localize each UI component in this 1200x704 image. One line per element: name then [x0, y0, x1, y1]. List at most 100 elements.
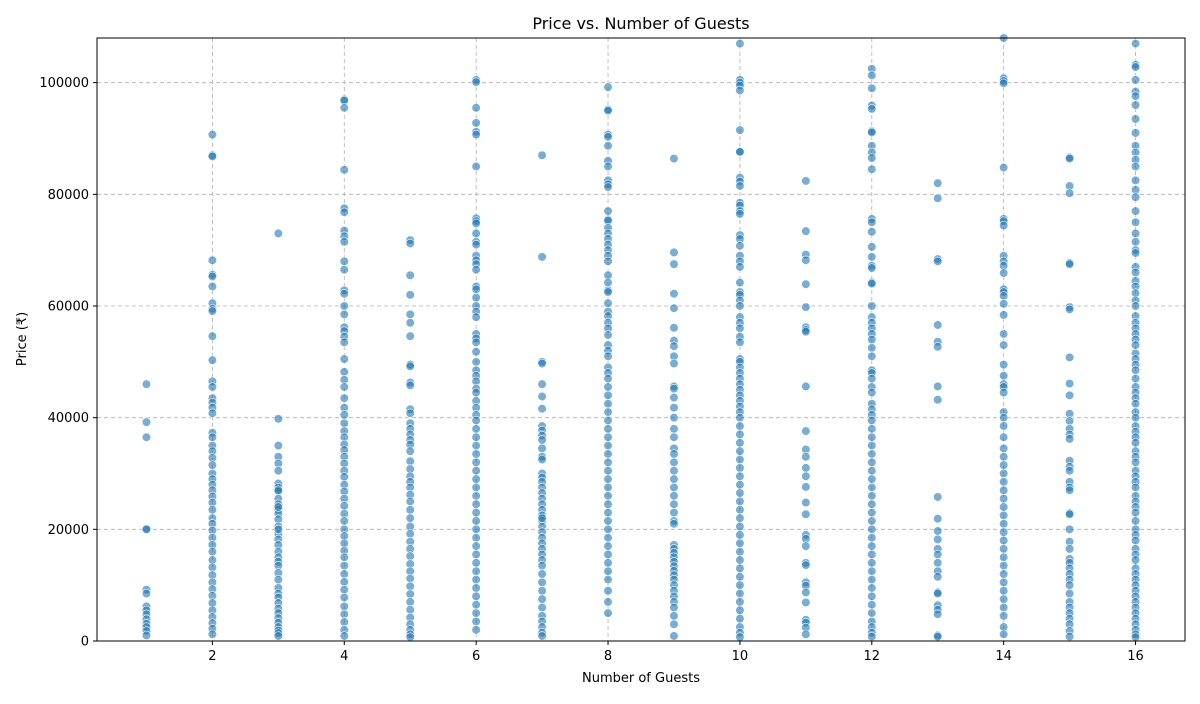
- data-point: [405, 331, 415, 341]
- data-point: [207, 408, 217, 418]
- data-point: [867, 153, 877, 163]
- data-point: [603, 457, 613, 467]
- data-point: [471, 129, 481, 140]
- data-point: [603, 549, 613, 560]
- data-point: [999, 477, 1009, 487]
- data-point: [867, 440, 877, 451]
- data-point: [999, 413, 1009, 423]
- data-point: [867, 164, 877, 174]
- data-point: [405, 551, 415, 561]
- data-point: [1130, 114, 1141, 124]
- data-point: [339, 265, 349, 275]
- data-point: [471, 507, 481, 518]
- data-point: [801, 560, 811, 570]
- data-point: [669, 424, 679, 434]
- data-point: [669, 631, 679, 641]
- data-point: [339, 561, 349, 571]
- data-point: [471, 524, 481, 534]
- data-point: [471, 387, 481, 398]
- data-point: [999, 432, 1009, 442]
- data-point: [339, 256, 349, 266]
- data-point: [867, 279, 877, 289]
- data-point: [471, 265, 481, 275]
- data-point: [537, 443, 547, 453]
- data-point: [603, 105, 613, 116]
- data-point: [669, 466, 679, 476]
- data-point: [867, 387, 877, 398]
- data-point: [735, 323, 745, 333]
- data-point: [999, 310, 1009, 320]
- data-point: [669, 323, 679, 333]
- data-point: [471, 293, 481, 303]
- data-point: [405, 632, 415, 642]
- data-point: [1065, 544, 1075, 554]
- data-point: [471, 616, 481, 627]
- data-point: [735, 38, 745, 49]
- x-tick-label: 2: [208, 649, 216, 664]
- y-tick-label: 80000: [48, 188, 89, 203]
- data-point: [339, 337, 349, 347]
- data-point: [603, 597, 613, 607]
- data-point: [1130, 301, 1141, 311]
- data-point: [867, 343, 877, 353]
- data-point: [471, 415, 481, 426]
- data-point: [141, 588, 152, 599]
- data-point: [867, 373, 877, 384]
- data-point: [207, 271, 217, 282]
- data-point: [207, 562, 217, 572]
- y-tick-label: 20000: [48, 523, 89, 538]
- data-point: [1130, 457, 1141, 467]
- data-point: [999, 586, 1009, 596]
- data-point: [867, 541, 877, 551]
- data-point: [735, 337, 745, 347]
- data-point: [471, 574, 481, 585]
- data-point: [603, 373, 613, 384]
- data-point: [735, 538, 745, 548]
- data-point: [1130, 192, 1141, 202]
- data-point: [537, 577, 547, 587]
- data-point: [867, 549, 877, 560]
- data-point: [1065, 154, 1075, 164]
- data-point: [537, 435, 547, 445]
- data-point: [669, 384, 679, 394]
- data-point: [471, 449, 481, 459]
- data-point: [273, 485, 283, 495]
- data-point: [669, 491, 679, 501]
- data-point: [207, 629, 217, 639]
- data-point: [999, 387, 1009, 398]
- data-point: [1130, 38, 1141, 49]
- data-point: [141, 432, 152, 442]
- data-point: [999, 340, 1009, 350]
- data-point: [867, 301, 877, 311]
- data-point: [537, 150, 547, 160]
- data-point: [999, 468, 1009, 479]
- data-point: [1130, 161, 1141, 172]
- data-point: [801, 471, 811, 481]
- data-point: [1130, 175, 1141, 185]
- data-point: [669, 413, 679, 423]
- data-point: [405, 270, 415, 280]
- data-point: [801, 497, 811, 508]
- data-point: [207, 306, 217, 316]
- data-point: [339, 165, 349, 175]
- data-points: [141, 33, 1141, 642]
- data-point: [1065, 416, 1075, 426]
- plot-frame: [96, 37, 1186, 642]
- data-point: [471, 103, 481, 113]
- data-point: [603, 390, 613, 400]
- data-point: [1130, 340, 1141, 350]
- data-point: [537, 252, 547, 262]
- data-point: [207, 129, 217, 140]
- data-point: [801, 279, 811, 289]
- data-point: [1130, 632, 1141, 642]
- data-point: [867, 217, 877, 227]
- data-point: [735, 463, 745, 473]
- data-point: [1130, 365, 1141, 375]
- data-point: [1065, 259, 1075, 269]
- data-point: [603, 474, 613, 484]
- data-point: [999, 510, 1009, 520]
- data-point: [867, 227, 877, 237]
- data-point: [405, 456, 415, 466]
- data-point: [339, 577, 349, 587]
- data-point: [471, 549, 481, 560]
